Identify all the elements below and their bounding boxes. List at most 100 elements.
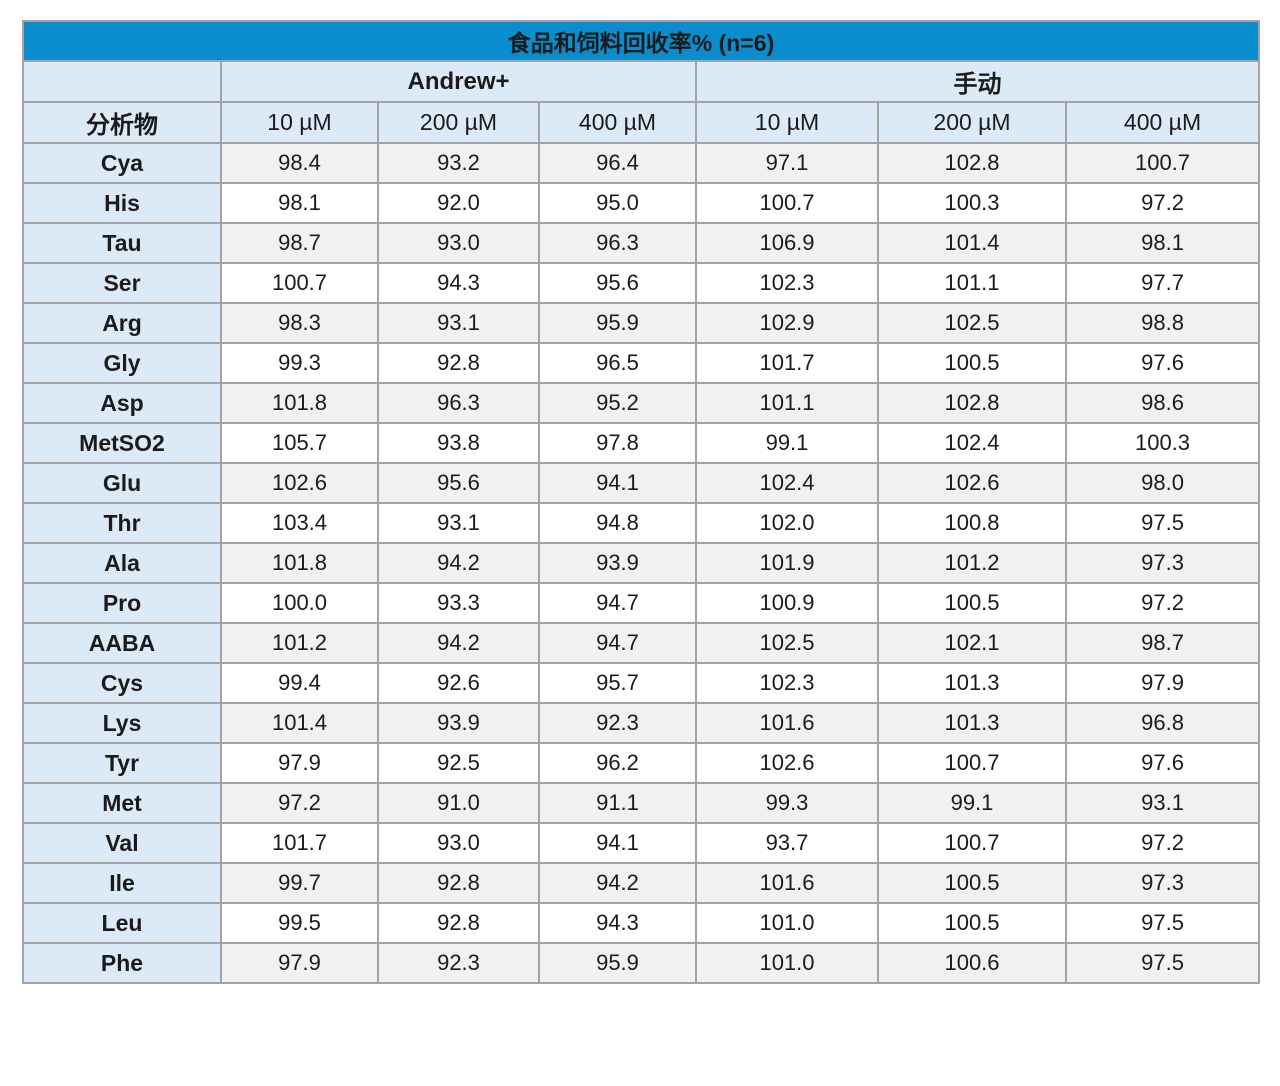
value-cell: 100.5: [877, 902, 1067, 944]
value-cell: 92.8: [377, 862, 540, 904]
value-cell: 103.4: [220, 502, 379, 544]
value-cell: 97.5: [1064, 502, 1261, 544]
value-cell: 101.8: [220, 382, 379, 424]
analyte-cell: Val: [22, 822, 222, 864]
table-row: Pro 100.0 93.3 94.7 100.9 100.5 97.2: [22, 582, 1261, 624]
value-cell: 93.1: [377, 302, 540, 344]
value-cell: 100.8: [877, 502, 1067, 544]
table-row: Arg 98.3 93.1 95.9 102.9 102.5 98.8: [22, 302, 1261, 344]
value-cell: 92.3: [377, 942, 540, 984]
value-cell: 97.5: [1064, 942, 1261, 984]
value-cell: 100.7: [877, 822, 1067, 864]
table-body: Cya 98.4 93.2 96.4 97.1 102.8 100.7 His 98.1 92.0…: [22, 142, 1261, 984]
analyte-cell: Pro: [22, 582, 222, 624]
value-cell: 98.3: [220, 302, 379, 344]
value-cell: 94.1: [538, 462, 697, 504]
value-cell: 93.3: [377, 582, 540, 624]
value-cell: 98.1: [1064, 222, 1261, 264]
value-cell: 98.7: [220, 222, 379, 264]
analyte-cell: Glu: [22, 462, 222, 504]
value-cell: 95.0: [538, 182, 697, 224]
value-cell: 100.5: [877, 342, 1067, 384]
table-row: Cys 99.4 92.6 95.7 102.3 101.3 97.9: [22, 662, 1261, 704]
value-cell: 92.5: [377, 742, 540, 784]
value-cell: 91.0: [377, 782, 540, 824]
column-header-manual-200um: 200 µM: [877, 101, 1067, 144]
value-cell: 98.0: [1064, 462, 1261, 504]
value-cell: 101.8: [220, 542, 379, 584]
column-header-andrew-400um: 400 µM: [538, 101, 697, 144]
value-cell: 97.2: [1064, 582, 1261, 624]
value-cell: 99.7: [220, 862, 379, 904]
analyte-column-header: 分析物: [22, 101, 222, 144]
column-header-manual-400um: 400 µM: [1064, 101, 1261, 144]
analyte-cell: Lys: [22, 702, 222, 744]
analyte-cell: Cya: [22, 142, 222, 184]
table-row: AABA 101.2 94.2 94.7 102.5 102.1 98.7: [22, 622, 1261, 664]
value-cell: 101.7: [695, 342, 879, 384]
value-cell: 94.3: [538, 902, 697, 944]
value-cell: 94.1: [538, 822, 697, 864]
value-cell: 99.5: [220, 902, 379, 944]
title-row: 食品和饲料回收率% (n=6): [21, 20, 1261, 62]
table-row: Thr 103.4 93.1 94.8 102.0 100.8 97.5: [22, 502, 1261, 544]
value-cell: 97.1: [695, 142, 879, 184]
value-cell: 97.5: [1064, 902, 1261, 944]
table-row: MetSO2 105.7 93.8 97.8 99.1 102.4 100.3: [22, 422, 1261, 464]
value-cell: 93.7: [695, 822, 879, 864]
value-cell: 97.2: [1064, 822, 1261, 864]
column-header-manual-10um: 10 µM: [695, 101, 879, 144]
value-cell: 101.6: [695, 862, 879, 904]
table-row: Phe 97.9 92.3 95.9 101.0 100.6 97.5: [22, 942, 1261, 984]
value-cell: 97.7: [1064, 262, 1261, 304]
value-cell: 93.9: [538, 542, 697, 584]
value-cell: 96.5: [538, 342, 697, 384]
value-cell: 100.9: [695, 582, 879, 624]
value-cell: 91.1: [538, 782, 697, 824]
value-cell: 97.2: [1064, 182, 1261, 224]
value-cell: 102.5: [695, 622, 879, 664]
blank-corner-cell: [22, 60, 222, 103]
value-cell: 97.8: [538, 422, 697, 464]
value-cell: 97.9: [220, 742, 379, 784]
column-header-andrew-200um: 200 µM: [377, 101, 540, 144]
value-cell: 98.4: [220, 142, 379, 184]
analyte-cell: Met: [22, 782, 222, 824]
table-row: Tau 98.7 93.0 96.3 106.9 101.4 98.1: [22, 222, 1261, 264]
analyte-cell: AABA: [22, 622, 222, 664]
analyte-cell: Arg: [22, 302, 222, 344]
value-cell: 100.6: [877, 942, 1067, 984]
value-cell: 99.1: [695, 422, 879, 464]
analyte-cell: Leu: [22, 902, 222, 944]
value-cell: 93.8: [377, 422, 540, 464]
value-cell: 101.2: [877, 542, 1067, 584]
value-cell: 100.5: [877, 862, 1067, 904]
analyte-cell: Tau: [22, 222, 222, 264]
value-cell: 92.3: [538, 702, 697, 744]
analyte-cell: His: [22, 182, 222, 224]
value-cell: 105.7: [220, 422, 379, 464]
value-cell: 101.7: [220, 822, 379, 864]
value-cell: 95.9: [538, 942, 697, 984]
analyte-cell: Cys: [22, 662, 222, 704]
group-header-manual: 手动: [694, 60, 1261, 103]
analyte-cell: Tyr: [22, 742, 222, 784]
table-row: Glu 102.6 95.6 94.1 102.4 102.6 98.0: [22, 462, 1261, 504]
table-row: Ala 101.8 94.2 93.9 101.9 101.2 97.3: [22, 542, 1261, 584]
group-header-row: Andrew+ 手动: [22, 60, 1261, 103]
table-row: Ile 99.7 92.8 94.2 101.6 100.5 97.3: [22, 862, 1261, 904]
value-cell: 102.5: [877, 302, 1067, 344]
value-cell: 94.2: [538, 862, 697, 904]
value-cell: 101.3: [877, 662, 1067, 704]
analyte-cell: Ile: [22, 862, 222, 904]
value-cell: 97.9: [220, 942, 379, 984]
value-cell: 93.9: [377, 702, 540, 744]
value-cell: 96.3: [377, 382, 540, 424]
value-cell: 96.3: [538, 222, 697, 264]
value-cell: 100.7: [695, 182, 879, 224]
analyte-cell: Thr: [22, 502, 222, 544]
table-row: Gly 99.3 92.8 96.5 101.7 100.5 97.6: [22, 342, 1261, 384]
table-row: Asp 101.8 96.3 95.2 101.1 102.8 98.6: [22, 382, 1261, 424]
value-cell: 99.3: [695, 782, 879, 824]
analyte-cell: Ala: [22, 542, 222, 584]
